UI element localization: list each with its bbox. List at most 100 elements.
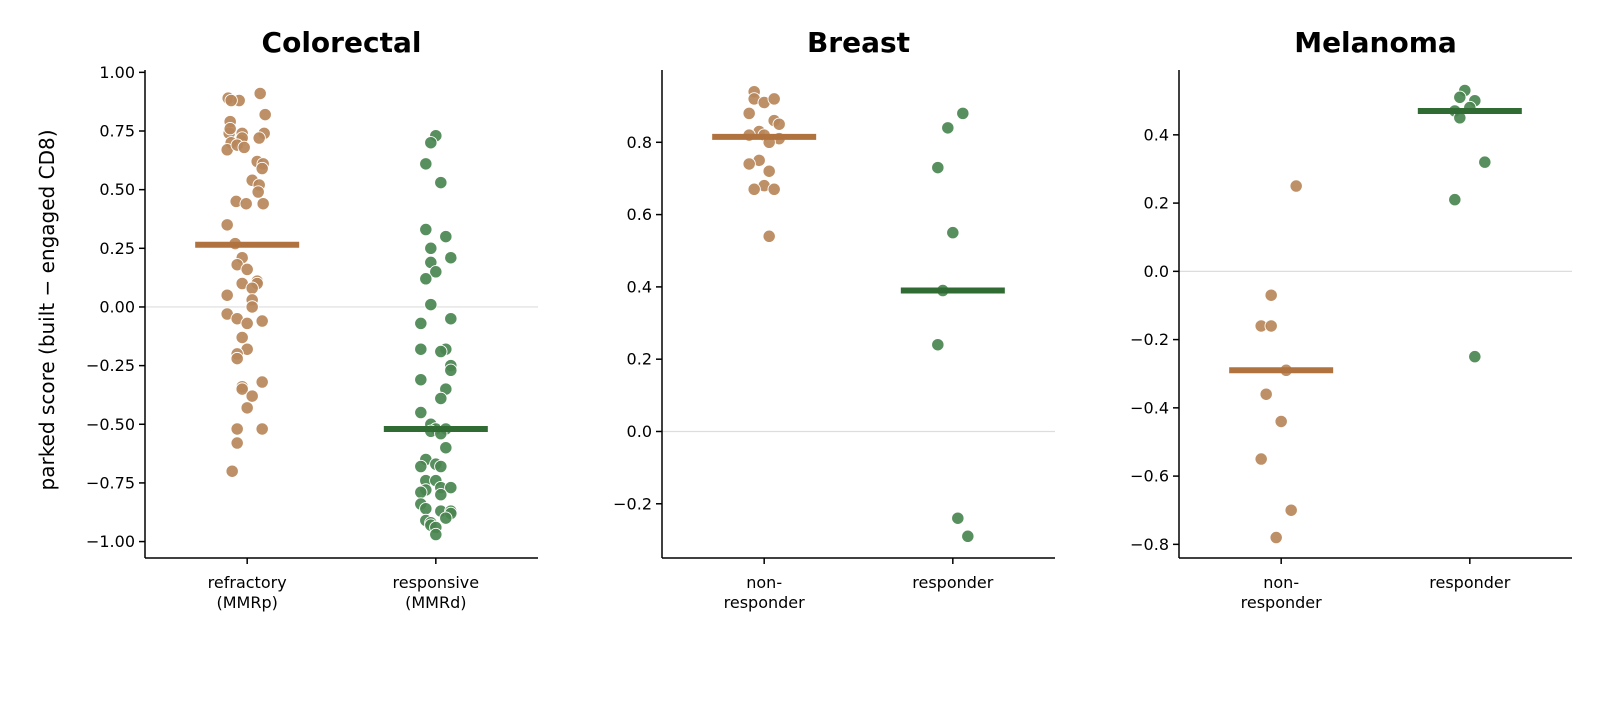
y-tick-label: 0.0 — [627, 422, 652, 441]
data-point — [444, 312, 458, 326]
data-point — [237, 140, 251, 155]
data-point — [230, 351, 244, 366]
data-point — [429, 527, 443, 542]
data-point — [414, 316, 428, 331]
data-point — [1478, 155, 1492, 169]
data-point — [235, 330, 249, 345]
y-tick-label: 0.2 — [1144, 194, 1169, 213]
data-point — [1264, 288, 1278, 302]
y-tick-label: 0.00 — [99, 297, 135, 316]
y-tick-label: −1.00 — [86, 532, 135, 551]
data-point — [419, 272, 433, 286]
data-point — [424, 241, 438, 255]
y-tick-label: 0.4 — [627, 277, 652, 296]
data-point — [419, 502, 433, 516]
data-point — [256, 197, 270, 211]
data-point — [439, 511, 453, 525]
y-tick-label: 0.8 — [627, 133, 652, 152]
data-point — [252, 131, 266, 145]
panels: Colorectal −1.00 −0.75 −0.50 −0.25 0.00 0.25 0.… — [86, 26, 1572, 612]
data-point — [444, 480, 458, 495]
data-point — [414, 373, 428, 387]
panel-colorectal: Colorectal −1.00 −0.75 −0.50 −0.25 0.00 0.25 0.… — [86, 26, 538, 612]
y-tick-label: 0.0 — [1144, 262, 1169, 281]
y-tick-label: 0.2 — [627, 350, 652, 369]
data-point — [245, 300, 259, 314]
data-point — [253, 86, 267, 101]
y-tick-label: 0.4 — [1144, 125, 1169, 144]
data-point — [414, 342, 428, 356]
data-point — [1259, 387, 1273, 401]
data-point — [419, 157, 433, 171]
data-point — [762, 229, 776, 243]
data-point — [230, 422, 244, 436]
data-point — [1289, 179, 1303, 193]
data-point — [224, 93, 238, 108]
data-point — [1453, 90, 1467, 104]
x-tick-label: responsive (MMRd) — [393, 573, 480, 612]
data-point — [941, 121, 955, 135]
y-tick-label: −0.2 — [1130, 330, 1169, 349]
data-point — [762, 164, 776, 178]
y-tick-label: −0.6 — [1130, 467, 1169, 486]
x-tick-label: responder — [912, 573, 993, 592]
data-point — [742, 106, 756, 121]
y-tick-label: −0.8 — [1130, 535, 1169, 554]
data-point — [255, 422, 269, 436]
data-point — [414, 459, 428, 474]
y-tick-label: 0.25 — [99, 239, 135, 258]
data-point — [424, 136, 438, 150]
data-point — [434, 459, 448, 474]
data-point — [220, 218, 234, 232]
data-point — [946, 226, 960, 240]
y-tick-label: 0.75 — [99, 122, 135, 141]
data-point — [429, 265, 443, 279]
panel-breast: Breast −0.2 0.0 0.2 0.4 0.6 0.8 non-responder re… — [613, 26, 1055, 612]
data-point — [255, 375, 269, 389]
data-point — [240, 316, 254, 331]
data-point — [223, 122, 237, 136]
panel-title: Colorectal — [262, 26, 422, 59]
x-tick-label: non-responder — [1241, 573, 1322, 612]
data-point — [931, 160, 945, 175]
data-point — [434, 175, 448, 190]
data-point — [931, 338, 945, 352]
data-point — [424, 297, 438, 312]
data-point — [1284, 503, 1298, 517]
y-axis-label: parked score (built − engaged CD8) — [35, 130, 59, 491]
x-tick-label: responder — [1429, 573, 1510, 592]
y-tick-label: −0.75 — [86, 473, 135, 492]
y-tick-label: −0.2 — [613, 494, 652, 513]
y-tick-label: 0.50 — [99, 180, 135, 199]
data-point — [251, 185, 265, 199]
x-tick-label: refractory (MMRp) — [208, 573, 287, 612]
data-point — [742, 157, 756, 171]
data-point — [414, 405, 428, 420]
data-point — [434, 488, 448, 502]
y-tick-label: 0.6 — [627, 205, 652, 224]
data-point — [444, 363, 458, 377]
data-point — [434, 391, 448, 406]
data-point — [255, 314, 269, 328]
data-point — [414, 485, 428, 499]
data-point — [245, 281, 259, 295]
y-tick-label: −0.50 — [86, 415, 135, 434]
data-point — [1448, 193, 1462, 207]
data-point — [439, 441, 453, 455]
data-point — [961, 529, 975, 543]
data-point — [235, 382, 249, 396]
y-tick-label: −0.4 — [1130, 398, 1169, 417]
data-point — [1468, 350, 1482, 364]
data-point — [240, 401, 254, 415]
data-point — [255, 161, 269, 176]
data-point — [419, 222, 433, 237]
data-point — [772, 117, 786, 131]
data-point — [1264, 319, 1278, 333]
data-point — [245, 389, 259, 403]
data-point — [767, 92, 781, 106]
data-point — [240, 262, 254, 277]
data-point — [239, 197, 253, 211]
data-point — [230, 436, 244, 450]
data-point — [225, 464, 239, 478]
panel-melanoma: Melanoma −0.8 −0.6 −0.4 −0.2 0.0 0.2 0.4 non-res… — [1130, 26, 1572, 612]
